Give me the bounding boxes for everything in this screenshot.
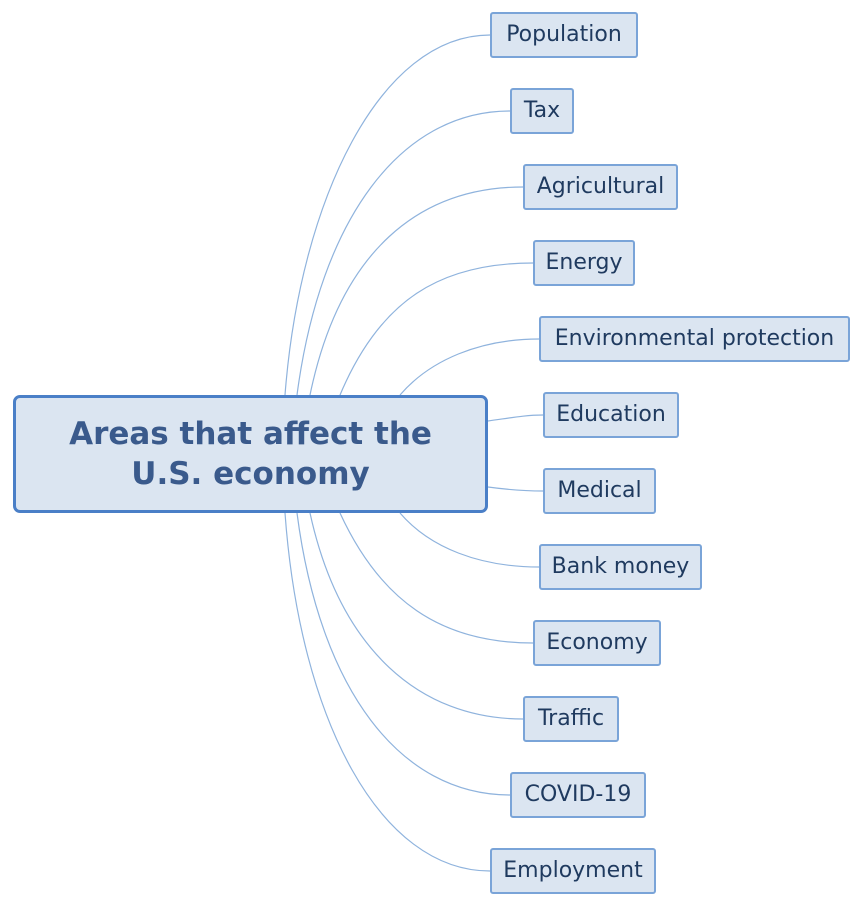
connector-tax bbox=[296, 110, 511, 396]
connector-bank-money bbox=[399, 512, 540, 568]
connector-traffic bbox=[309, 512, 524, 720]
topic-label: Population bbox=[506, 22, 622, 47]
topic-economy[interactable]: Economy bbox=[533, 620, 661, 666]
connector-energy bbox=[339, 262, 534, 396]
topic-label: Medical bbox=[557, 478, 642, 503]
topic-label: Tax bbox=[523, 98, 561, 123]
connector-employment bbox=[284, 512, 491, 872]
connector-economy bbox=[339, 512, 534, 644]
topic-medical[interactable]: Medical bbox=[543, 468, 656, 514]
connector-agricultural bbox=[309, 186, 524, 396]
topic-traffic[interactable]: Traffic bbox=[523, 696, 619, 742]
topic-label: Energy bbox=[545, 250, 623, 275]
topic-energy[interactable]: Energy bbox=[533, 240, 635, 286]
connector-population bbox=[284, 34, 491, 396]
topic-label: Agricultural bbox=[536, 174, 665, 199]
topic-covid-19[interactable]: COVID-19 bbox=[510, 772, 646, 818]
topic-label: COVID-19 bbox=[524, 782, 632, 807]
topic-label: Environmental protection bbox=[554, 326, 835, 351]
topic-employment[interactable]: Employment bbox=[490, 848, 656, 894]
topic-tax[interactable]: Tax bbox=[510, 88, 574, 134]
connector-medical bbox=[487, 486, 544, 492]
connector-environmental-protection bbox=[399, 338, 540, 396]
connector-covid-19 bbox=[296, 512, 511, 796]
central-topic-label: Areas that affect the U.S. economy bbox=[69, 416, 432, 492]
topic-label: Bank money bbox=[551, 554, 690, 579]
topic-label: Employment bbox=[503, 858, 643, 883]
topic-population[interactable]: Population bbox=[490, 12, 638, 58]
connector-education bbox=[487, 414, 544, 422]
topic-label: Economy bbox=[546, 630, 648, 655]
topic-education[interactable]: Education bbox=[543, 392, 679, 438]
central-topic[interactable]: Areas that affect the U.S. economy bbox=[13, 395, 488, 513]
topic-label: Traffic bbox=[537, 706, 605, 731]
topic-agricultural[interactable]: Agricultural bbox=[523, 164, 678, 210]
topic-label: Education bbox=[556, 402, 666, 427]
topic-environmental-protection[interactable]: Environmental protection bbox=[539, 316, 850, 362]
topic-bank-money[interactable]: Bank money bbox=[539, 544, 702, 590]
